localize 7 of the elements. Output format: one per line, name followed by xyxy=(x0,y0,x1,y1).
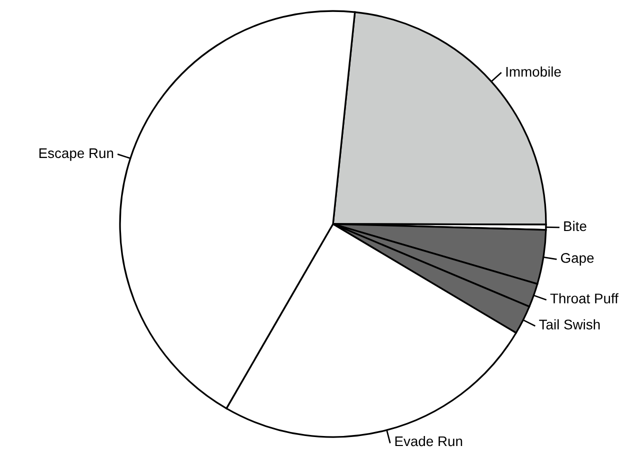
slice-label: Evade Run xyxy=(395,436,462,446)
slice-label: Tail Swish xyxy=(539,319,600,330)
slice-label: Throat Puff xyxy=(550,293,618,304)
slice-label: Escape Run xyxy=(39,148,114,161)
slice-label: Immobile xyxy=(506,66,561,77)
slice-label: Bite xyxy=(564,220,586,232)
slice-label: Gape xyxy=(560,253,594,266)
